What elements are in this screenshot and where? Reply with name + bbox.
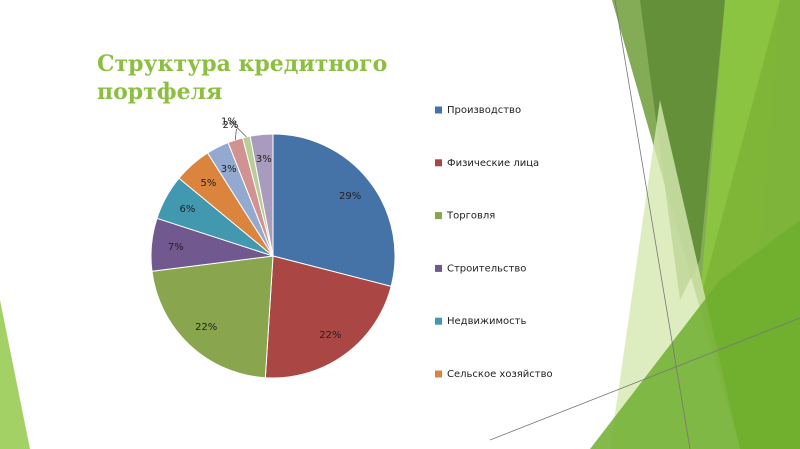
- data-label: 1%: [221, 116, 237, 127]
- data-label: 2%: [222, 120, 238, 131]
- legend-swatch: [435, 212, 442, 220]
- data-label: 6%: [180, 204, 196, 215]
- data-label: 22%: [195, 322, 217, 333]
- legend-swatch: [435, 370, 442, 378]
- legend-label: Строительство: [447, 263, 526, 274]
- legend-label: Сельское хозяйство: [447, 369, 553, 380]
- chart-title: Структура кредитного портфеля: [97, 51, 388, 105]
- leader-line: [234, 125, 247, 138]
- legend-label: Недвижимость: [447, 316, 526, 327]
- data-label: 22%: [319, 330, 341, 341]
- data-label: 7%: [168, 242, 184, 253]
- leader-line: [234, 128, 237, 141]
- pie-slice: [272, 133, 396, 287]
- data-label: 3%: [256, 154, 272, 165]
- pie-slice: [151, 255, 274, 379]
- legend-swatch: [435, 317, 442, 325]
- data-label: 3%: [221, 164, 237, 175]
- data-label: 5%: [201, 178, 217, 189]
- pie-slice: [264, 255, 392, 379]
- data-label: 29%: [339, 191, 361, 202]
- legend-label: Физические лица: [447, 158, 539, 169]
- pie-slice: [249, 133, 274, 257]
- legend-label: Торговля: [446, 211, 495, 222]
- legend-label: Производство: [447, 105, 521, 116]
- legend-swatch: [435, 106, 442, 114]
- legend-swatch: [435, 159, 442, 167]
- legend-swatch: [435, 264, 442, 272]
